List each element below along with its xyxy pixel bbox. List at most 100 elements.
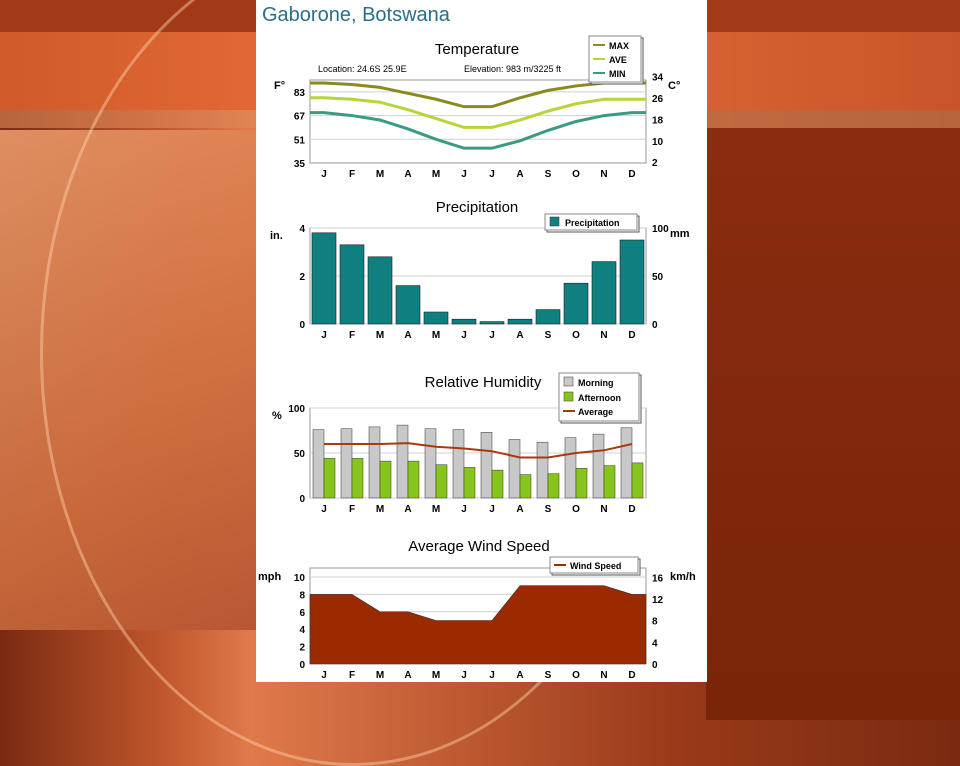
wind-x-tick-10: N bbox=[600, 670, 607, 681]
humidity-morning-bar-3 bbox=[396, 424, 409, 499]
legend-ave-label: AVE bbox=[609, 55, 627, 65]
precipitation-bar-3 bbox=[395, 285, 421, 325]
humidity-x-tick-0: J bbox=[321, 504, 327, 515]
temperature-x-tick-4: M bbox=[432, 169, 440, 180]
wind-ylabel-right: km/h bbox=[670, 571, 696, 583]
precipitation-right-tick-2: 0 bbox=[652, 320, 658, 331]
temperature-left-tick-0: 83 bbox=[294, 88, 306, 99]
wind-x-tick-9: O bbox=[572, 670, 580, 681]
humidity-morning-bar-7 bbox=[508, 439, 521, 499]
wind-x-tick-11: D bbox=[628, 670, 635, 681]
precipitation-bar-1 bbox=[339, 244, 365, 325]
humidity-x-tick-7: A bbox=[516, 504, 523, 515]
precipitation-x-tick-5: J bbox=[461, 330, 467, 341]
temperature-x-tick-6: J bbox=[489, 169, 495, 180]
temperature-x-tick-9: O bbox=[572, 169, 580, 180]
precipitation-bar-11 bbox=[619, 239, 645, 325]
temperature-x-tick-3: A bbox=[404, 169, 411, 180]
precipitation-x-tick-9: O bbox=[572, 330, 580, 341]
wind-left-tick-2: 6 bbox=[299, 608, 305, 619]
legend-morning-swatch bbox=[563, 376, 574, 387]
wind-title: Average Wind Speed bbox=[408, 538, 549, 555]
humidity-morning-bar-11 bbox=[620, 427, 633, 499]
precipitation-x-tick-7: A bbox=[516, 330, 523, 341]
humidity-morning-bar-9 bbox=[564, 437, 577, 499]
temperature-elevation: Elevation: 983 m/3225 ft bbox=[464, 64, 562, 74]
temperature-x-tick-5: J bbox=[461, 169, 467, 180]
temperature-plot-area bbox=[309, 79, 647, 164]
temperature-line-min bbox=[310, 111, 646, 150]
temperature-chart: Temperature Location: 24.6S 25.9E Elevat… bbox=[274, 35, 680, 180]
humidity-x-tick-5: J bbox=[461, 504, 467, 515]
precipitation-bar-4 bbox=[423, 311, 449, 325]
wind-left-tick-5: 0 bbox=[299, 660, 305, 671]
humidity-afternoon-bar-10 bbox=[603, 465, 616, 499]
wind-x-tick-0: J bbox=[321, 670, 327, 681]
humidity-morning-bar-1 bbox=[340, 428, 353, 499]
humidity-afternoon-bar-4 bbox=[435, 464, 448, 499]
humidity-ylabel-left: % bbox=[272, 410, 282, 422]
humidity-afternoon-bar-1 bbox=[351, 458, 364, 499]
humidity-afternoon-bar-9 bbox=[575, 468, 588, 499]
humidity-x-tick-2: M bbox=[376, 504, 384, 515]
temperature-left-tick-2: 51 bbox=[294, 135, 306, 146]
temperature-right-tick-4: 2 bbox=[652, 158, 658, 169]
humidity-x-tick-10: N bbox=[600, 504, 607, 515]
precipitation-x-tick-11: D bbox=[628, 330, 635, 341]
humidity-average-line bbox=[324, 442, 633, 459]
temperature-x-tick-8: S bbox=[545, 169, 552, 180]
precipitation-x-tick-8: S bbox=[545, 330, 552, 341]
legend-precipitation-swatch bbox=[549, 216, 560, 227]
humidity-morning-bar-10 bbox=[592, 433, 605, 499]
wind-right-tick-1: 12 bbox=[652, 595, 664, 606]
precipitation-ylabel-right: mm bbox=[670, 228, 690, 240]
precipitation-x-tick-10: N bbox=[600, 330, 607, 341]
temperature-left-tick-1: 67 bbox=[294, 112, 306, 123]
wind-x-tick-4: M bbox=[432, 670, 440, 681]
temperature-legend: MAX AVE MIN bbox=[588, 35, 644, 85]
precipitation-chart: Precipitation in. mm 4 2 0 100 50 0 J F M A M J J A… bbox=[270, 199, 690, 341]
precipitation-x-tick-3: A bbox=[404, 330, 411, 341]
precipitation-bar-10 bbox=[591, 261, 617, 325]
precipitation-x-tick-6: J bbox=[489, 330, 495, 341]
precipitation-legend: Precipitation bbox=[544, 213, 640, 233]
precipitation-x-tick-4: M bbox=[432, 330, 440, 341]
precipitation-bar-0 bbox=[311, 232, 337, 325]
temperature-location: Location: 24.6S 25.9E bbox=[318, 64, 407, 74]
wind-x-tick-2: M bbox=[376, 670, 384, 681]
wind-left-tick-1: 8 bbox=[299, 590, 305, 601]
page-title: Gaborone, Botswana bbox=[262, 4, 450, 26]
wind-right-tick-0: 16 bbox=[652, 573, 664, 584]
temperature-ylabel-left: F° bbox=[274, 80, 285, 92]
legend-precipitation-label: Precipitation bbox=[565, 218, 620, 228]
temperature-x-tick-7: A bbox=[516, 169, 523, 180]
wind-x-tick-5: J bbox=[461, 670, 467, 681]
humidity-afternoon-bar-11 bbox=[631, 462, 644, 499]
legend-morning-label: Morning bbox=[578, 378, 614, 388]
precipitation-left-tick-1: 2 bbox=[299, 272, 305, 283]
wind-left-tick-3: 4 bbox=[299, 625, 305, 636]
precipitation-x-tick-1: F bbox=[349, 330, 355, 341]
humidity-afternoon-bar-0 bbox=[323, 458, 336, 499]
temperature-x-tick-10: N bbox=[600, 169, 607, 180]
precipitation-bar-9 bbox=[563, 282, 589, 325]
precipitation-x-tick-0: J bbox=[321, 330, 327, 341]
humidity-x-tick-11: D bbox=[628, 504, 635, 515]
temperature-title: Temperature bbox=[435, 41, 519, 58]
precipitation-left-tick-2: 0 bbox=[299, 320, 305, 331]
humidity-morning-bar-0 bbox=[312, 429, 325, 499]
climate-charts: Temperature Location: 24.6S 25.9E Elevat… bbox=[258, 35, 696, 681]
humidity-left-tick-1: 50 bbox=[294, 449, 306, 460]
precipitation-right-tick-0: 100 bbox=[652, 224, 669, 235]
humidity-morning-bar-8 bbox=[536, 441, 549, 499]
wind-ylabel-left: mph bbox=[258, 571, 282, 583]
wind-right-tick-2: 8 bbox=[652, 617, 658, 628]
precipitation-bar-6 bbox=[479, 321, 505, 325]
precipitation-ylabel-left: in. bbox=[270, 230, 283, 242]
legend-min-label: MIN bbox=[609, 69, 626, 79]
wind-x-tick-6: J bbox=[489, 670, 495, 681]
slide-background-right bbox=[706, 128, 960, 720]
humidity-morning-bar-6 bbox=[480, 432, 493, 499]
humidity-afternoon-bar-5 bbox=[463, 467, 476, 499]
